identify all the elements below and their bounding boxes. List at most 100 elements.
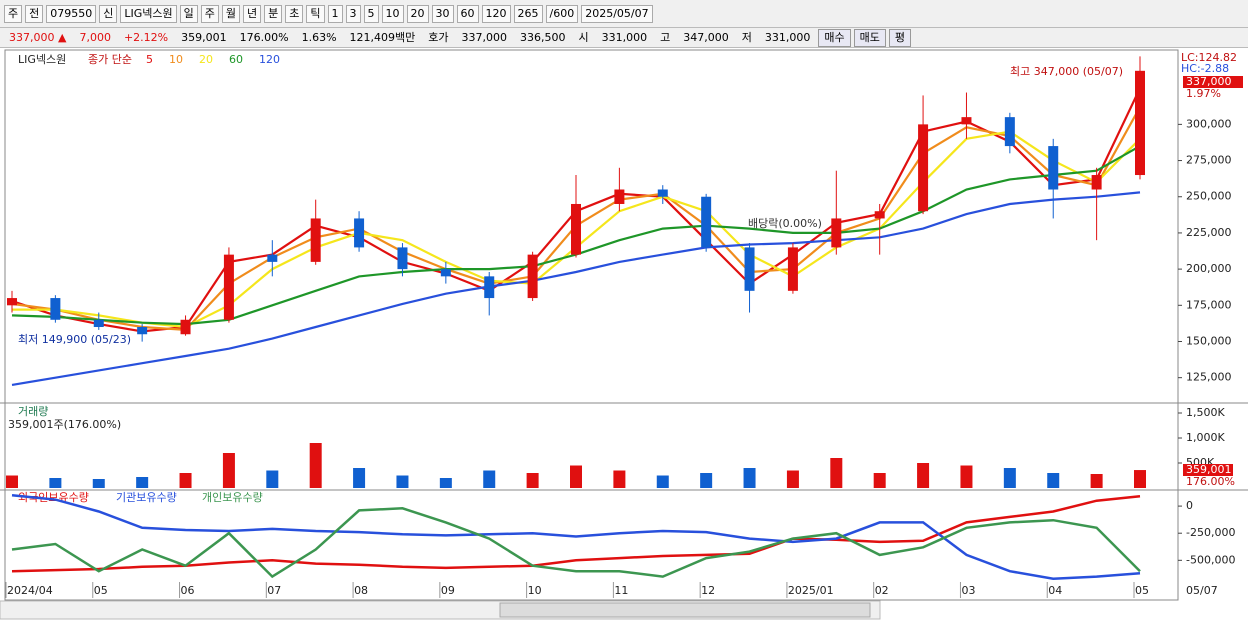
quote-item: 347,000 (683, 30, 729, 44)
period-button[interactable]: 년 (243, 4, 262, 23)
order-button[interactable]: 매수 (818, 28, 851, 47)
annotation: 배당락(0.00%) (748, 217, 822, 230)
stock-name[interactable]: LIG넥스원 (120, 4, 177, 23)
period-button[interactable]: 초 (285, 4, 304, 23)
candle-body (657, 189, 668, 197)
candle-body (137, 327, 148, 335)
volume-bar (613, 470, 626, 488)
volume-bar (786, 470, 799, 488)
volume-bar (353, 468, 366, 488)
volume-bar (136, 477, 149, 488)
interval-button[interactable]: 30 (431, 4, 454, 23)
period-button[interactable]: 일 (179, 4, 198, 23)
period-button[interactable]: 분 (264, 4, 283, 23)
candle-body (7, 298, 17, 306)
annotation: 최고 347,000 (05/07) (1010, 65, 1123, 78)
x-tick-label: 11 (614, 584, 628, 597)
y-tick-label: 1,500K (1186, 406, 1225, 419)
legend-entry: 60 (229, 53, 243, 66)
period-button[interactable]: 주 (200, 4, 219, 23)
order-button[interactable]: 평 (888, 28, 912, 47)
legend-entry: 외국인보유수량 (18, 491, 89, 504)
interval-button[interactable]: 20 (406, 4, 429, 23)
quote-item: +2.12% (123, 30, 169, 44)
y-tick-label: 125,000 (1186, 371, 1232, 384)
annotation: 359,001 (1186, 463, 1232, 476)
badge: 신 (99, 4, 118, 23)
quote-item: 176.00% (239, 30, 289, 44)
annotation: LC:124.82 (1181, 51, 1237, 64)
candle-body (1048, 146, 1059, 190)
stock-code[interactable]: 079550 (46, 4, 97, 23)
series-line (11, 507, 1141, 579)
toolbar-button[interactable]: 전 (25, 4, 44, 23)
quote-item: 337,000 (461, 30, 508, 44)
x-tick-label: 05 (94, 584, 108, 597)
interval-button[interactable]: 3 (345, 4, 361, 23)
volume-bar (743, 468, 756, 488)
series-line (11, 494, 1141, 580)
quote-bar: 337,000 ▲ 7,000 +2.12% 359,001 176.00% 1.63% 1… (0, 28, 1248, 48)
candle-body (1091, 175, 1102, 190)
candle-body (874, 211, 885, 219)
quote-item: 시 (578, 30, 589, 44)
scroll-thumb[interactable] (499, 602, 871, 618)
order-button[interactable]: 매도 (853, 28, 886, 47)
candle-body (831, 218, 842, 248)
quote-item: 359,001 (181, 30, 227, 44)
date-field[interactable]: 2025/05/07 (581, 4, 653, 23)
volume-box (1183, 464, 1233, 476)
volume-bar (873, 473, 886, 488)
volume-bar (960, 465, 973, 488)
y-tick-label: -250,000 (1186, 526, 1235, 539)
quote-item: 호가 (428, 30, 449, 44)
legend-entry: 개인보유수량 (202, 491, 263, 504)
volume-bar (1090, 474, 1103, 488)
y-tick-label: 1,000K (1186, 431, 1225, 444)
interval-button[interactable]: 120 (481, 4, 511, 23)
candle-body (918, 124, 929, 212)
period-button[interactable]: 틱 (306, 4, 325, 23)
x-tick-label: 2024/04 (7, 584, 53, 597)
candle-body (397, 247, 408, 270)
x-tick-label: 05 (1135, 584, 1149, 597)
volume-bar (439, 478, 452, 488)
volume-bar (917, 463, 930, 488)
x-tick-label: 09 (441, 584, 455, 597)
series-name: LIG넥스원 (18, 53, 66, 66)
candle-body (744, 247, 755, 291)
volume-bar (1003, 468, 1016, 488)
candle-body (180, 319, 191, 335)
interval-button[interactable]: 60 (456, 4, 479, 23)
x-tick-label: 10 (528, 584, 542, 597)
candle-body (571, 203, 581, 255)
y-tick-label: 275,000 (1186, 154, 1232, 167)
volume-bar (179, 473, 192, 488)
y-tick-label: 200,000 (1186, 262, 1232, 275)
period-button[interactable]: 월 (221, 4, 241, 23)
x-tick-label: 2025/01 (788, 584, 834, 597)
x-tick-label: 12 (701, 584, 715, 597)
annotation: 337,000 (1186, 75, 1232, 88)
interval-button[interactable]: 5 (363, 4, 379, 23)
x-tick-label: 07 (267, 584, 281, 597)
y-tick-label: 225,000 (1186, 226, 1232, 239)
legend-title: 종가 단순 (88, 53, 132, 66)
interval-button[interactable]: 10 (381, 4, 404, 23)
x-tick-label: 08 (354, 584, 368, 597)
x-tick-label: 02 (875, 584, 889, 597)
toolbar-button[interactable]: 주 (4, 4, 23, 23)
legend-entry: 10 (169, 53, 183, 66)
candle-body (614, 189, 625, 204)
quote-item: 331,000 (601, 30, 648, 44)
quote-item: 저 (741, 30, 752, 44)
annotation: 최저 149,900 (05/23) (18, 333, 131, 346)
count[interactable]: 265 (513, 4, 543, 23)
x-end-label: 05/07 (1186, 584, 1218, 597)
interval-button[interactable]: 1 (327, 4, 343, 23)
toolbar: 주 전 079550 신 LIG넥스원 일 주 월 년 분 초 틱 1 3 5 10 20 30 60 120 265/… (0, 0, 1248, 28)
y-tick-label: 175,000 (1186, 298, 1232, 311)
volume-bar (570, 465, 582, 488)
